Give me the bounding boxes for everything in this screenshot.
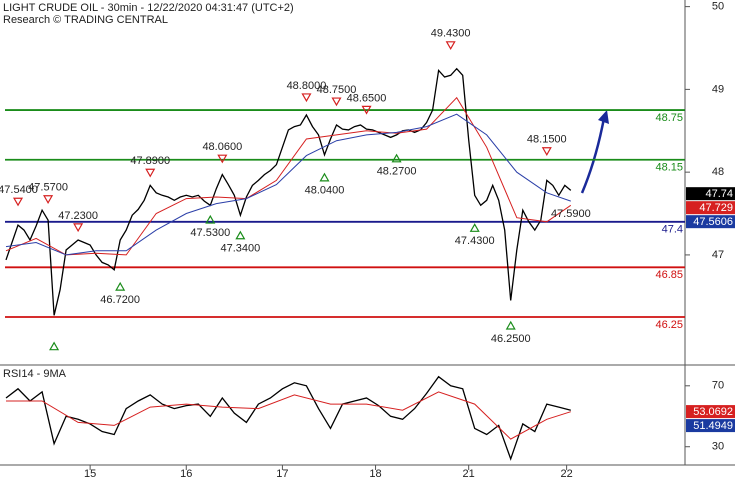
peak-marker <box>217 154 228 164</box>
price-tag <box>686 201 735 215</box>
level-label: 46.85 <box>655 269 683 281</box>
peak-marker <box>73 223 84 233</box>
rsi-title: RSI14 - 9MA <box>3 368 67 380</box>
x-tick-label: 17 <box>276 468 288 480</box>
peak-marker <box>12 197 24 207</box>
price-tag-label: 51.4949 <box>693 420 733 432</box>
series-line <box>5 113 571 256</box>
trough-marker <box>115 281 126 291</box>
y-tick-label: 49 <box>712 83 724 95</box>
peak-label: 47.5400 <box>0 184 38 196</box>
forecast-arrowhead <box>598 110 609 124</box>
level-label: 48.15 <box>655 162 683 174</box>
trough-marker <box>205 214 216 224</box>
x-tick-label: 15 <box>84 468 96 480</box>
peak-label: 47.5700 <box>28 182 68 194</box>
peak-label: 48.0600 <box>202 141 242 153</box>
level-label: 48.75 <box>655 112 683 124</box>
price-tag-label: 47.5606 <box>693 216 733 228</box>
price-tag <box>686 215 735 229</box>
trough-label: 47.4300 <box>455 235 495 247</box>
peak-marker <box>445 41 456 51</box>
peak-label: 48.8000 <box>287 80 327 92</box>
forecast-arrow <box>580 117 606 194</box>
trough-marker <box>49 341 60 351</box>
peak-marker <box>145 168 156 178</box>
level-label: 46.25 <box>655 319 683 331</box>
price-tag <box>686 405 735 419</box>
y-tick-label: 70 <box>712 380 724 392</box>
peak-marker <box>301 93 312 103</box>
peak-marker <box>361 105 372 115</box>
peak-label: 48.7500 <box>317 84 357 96</box>
peak-label: 47.2300 <box>58 210 98 222</box>
trough-marker <box>235 230 246 240</box>
trough-label: 47.5300 <box>190 227 230 239</box>
series-line <box>5 375 571 461</box>
y-tick-label: 30 <box>712 441 724 453</box>
chart-subtitle: Research © TRADING CENTRAL <box>3 14 168 26</box>
trough-marker <box>391 153 402 163</box>
trough-label: 48.2700 <box>377 166 417 178</box>
price-tag <box>686 187 735 201</box>
trough-label: 48.0400 <box>305 185 345 197</box>
x-tick-label: 21 <box>463 468 475 480</box>
trough-marker <box>469 223 480 232</box>
y-tick-label: 48 <box>712 166 724 178</box>
price-tag-label: 47.729 <box>699 202 733 214</box>
x-tick-label: 18 <box>369 468 381 480</box>
peak-marker <box>331 97 342 107</box>
peak-label: 48.6500 <box>347 92 387 104</box>
price-tag-label: 53.0692 <box>693 406 733 418</box>
level-label: 47.4 <box>662 224 683 236</box>
price-label: 47.5900 <box>551 208 591 220</box>
trough-marker <box>319 172 330 182</box>
series-line <box>6 391 571 440</box>
peak-label: 49.4300 <box>431 28 471 40</box>
series-line <box>5 67 572 316</box>
price-tag <box>686 419 735 433</box>
trough-label: 46.7200 <box>100 294 140 306</box>
peak-label: 48.1500 <box>527 134 567 146</box>
price-tag-label: 47.74 <box>705 188 733 200</box>
x-tick-label: 16 <box>180 468 192 480</box>
peak-label: 47.8900 <box>130 155 170 167</box>
series-line <box>5 96 572 256</box>
trough-marker <box>505 320 516 330</box>
chart-title: LIGHT CRUDE OIL - 30min - 12/22/2020 04:… <box>3 2 294 14</box>
y-tick-label: 47 <box>712 249 724 261</box>
peak-marker <box>43 195 54 204</box>
y-tick-label: 50 <box>712 1 724 13</box>
trough-label: 46.2500 <box>491 333 531 345</box>
trough-label: 47.3400 <box>220 243 260 255</box>
x-tick-label: 22 <box>561 468 573 480</box>
peak-marker <box>541 147 552 156</box>
